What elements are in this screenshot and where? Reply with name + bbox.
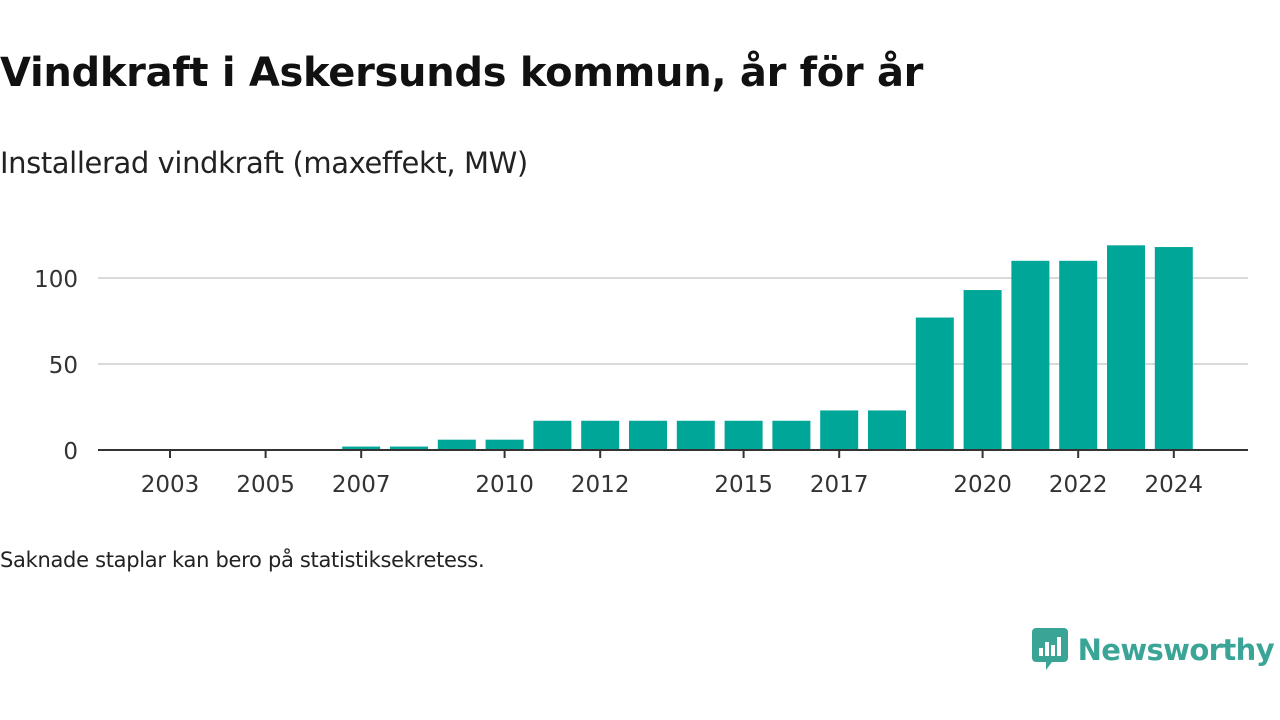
x-tick-label: 2017 <box>810 472 869 498</box>
bar-2022 <box>1059 260 1098 450</box>
bar-2016 <box>772 420 811 450</box>
chart-title: Vindkraft i Askersunds kommun, år för år <box>0 50 924 96</box>
bar-2021 <box>1011 260 1050 450</box>
y-tick-label: 0 <box>63 439 78 465</box>
bar-2012 <box>581 420 620 450</box>
bar-2023 <box>1107 245 1145 450</box>
bar-chart: 0 50 100 2003 2005 2007 2010 2012 2015 2017 2020 20… <box>34 245 1248 498</box>
bar-2019 <box>915 317 954 450</box>
chart-subtitle: Installerad vindkraft (maxeffekt, MW) <box>0 146 528 180</box>
bar-2010 <box>485 439 524 450</box>
y-tick-label: 50 <box>49 353 78 379</box>
bar-2008 <box>390 446 428 450</box>
x-tick-label: 2012 <box>571 472 630 498</box>
x-tick-label: 2024 <box>1145 472 1204 498</box>
bar-2009 <box>437 439 476 450</box>
bar-2011 <box>533 420 572 450</box>
x-tick-label: 2015 <box>714 472 773 498</box>
bar-2007 <box>342 446 381 450</box>
newsworthy-logo-icon <box>1031 628 1068 670</box>
bar-2018 <box>868 410 906 450</box>
bar-2015 <box>724 420 763 450</box>
bar-2017 <box>820 410 859 450</box>
bar-2024 <box>1154 247 1193 450</box>
grid-lines <box>98 277 1248 365</box>
bar-2014 <box>676 420 715 450</box>
bars <box>342 245 1193 450</box>
y-tick-label: 100 <box>34 267 78 293</box>
x-tick-label: 2005 <box>236 472 295 498</box>
brand-name: Newsworthy <box>1077 633 1275 667</box>
x-tick-label: 2007 <box>332 472 391 498</box>
x-tick-label: 2010 <box>475 472 534 498</box>
axes: 0 50 100 2003 2005 2007 2010 2012 2015 2017 2020 20… <box>34 267 1248 498</box>
bar-2020 <box>963 290 1002 450</box>
x-tick-label: 2020 <box>953 472 1012 498</box>
x-tick-label: 2022 <box>1049 472 1108 498</box>
x-tick-label: 2003 <box>141 472 200 498</box>
bar-2013 <box>629 420 667 450</box>
newsworthy-brand[interactable]: Newsworthy <box>1031 628 1275 672</box>
footnote: Saknade staplar kan bero på statistiksek… <box>0 548 485 572</box>
